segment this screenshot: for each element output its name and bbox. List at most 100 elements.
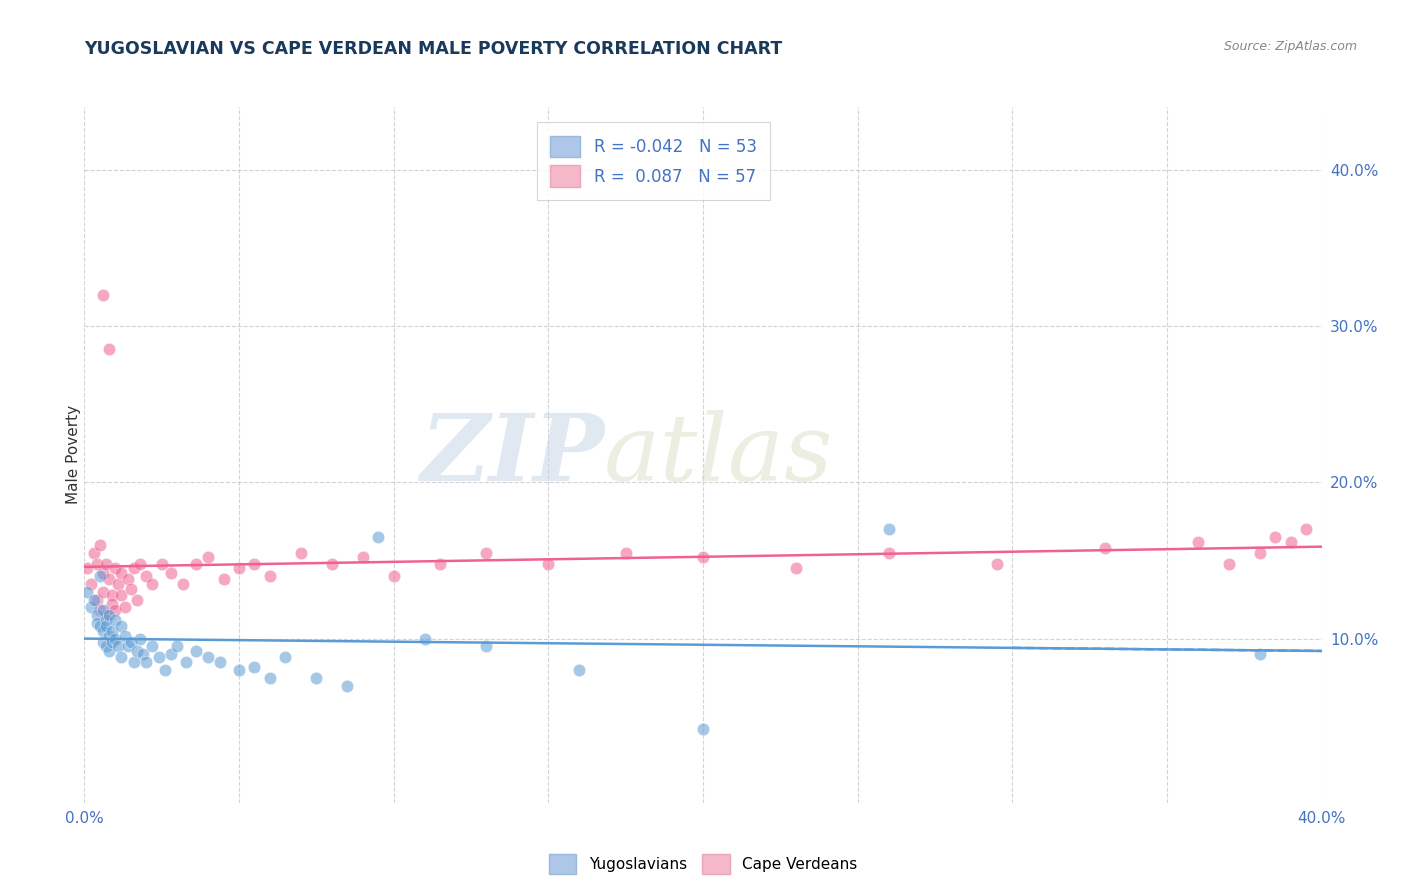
Point (117, 572, 139, 586)
Point (98, 608, 121, 623)
Text: ZIP: ZIP (420, 410, 605, 500)
Point (166, 640, 188, 654)
Point (184, 644, 207, 658)
Point (429, 557, 451, 571)
Point (79, 577, 101, 591)
Point (614, 546, 637, 560)
Point (94, 640, 117, 654)
Point (785, 561, 807, 575)
Point (110, 619, 132, 633)
Point (148, 650, 170, 665)
Point (1094, 541, 1116, 555)
Point (243, 557, 266, 571)
Point (1264, 530, 1286, 544)
Point (305, 671, 328, 685)
Point (86, 557, 108, 571)
Point (104, 603, 127, 617)
Point (290, 546, 312, 560)
Point (86, 608, 108, 623)
Point (91, 603, 114, 617)
Point (986, 557, 1008, 571)
Point (107, 577, 129, 591)
Legend: R = -0.042   N = 53, R =  0.087   N = 57: R = -0.042 N = 53, R = 0.087 N = 57 (537, 122, 770, 200)
Point (367, 530, 389, 544)
Point (197, 550, 219, 565)
Point (1249, 546, 1271, 560)
Point (1279, 534, 1302, 549)
Point (101, 634, 124, 648)
Point (98, 572, 121, 586)
Text: Source: ZipAtlas.com: Source: ZipAtlas.com (1223, 40, 1357, 54)
Point (150, 557, 173, 571)
Point (176, 655, 198, 669)
Point (101, 624, 124, 638)
Point (122, 561, 145, 575)
Point (321, 557, 343, 571)
Point (91, 566, 114, 580)
Point (110, 650, 132, 665)
Point (98, 343, 121, 357)
Point (89, 603, 111, 617)
Point (120, 582, 142, 596)
Point (1187, 534, 1209, 549)
Point (197, 650, 219, 665)
Point (98, 628, 121, 642)
Point (243, 660, 266, 674)
Point (107, 640, 129, 654)
Point (1295, 522, 1317, 536)
Point (382, 569, 405, 583)
Point (104, 632, 127, 646)
Point (117, 640, 139, 654)
Point (475, 640, 498, 654)
Point (98, 644, 121, 658)
Point (135, 569, 157, 583)
Point (184, 557, 207, 571)
Point (537, 557, 560, 571)
Point (94, 557, 117, 571)
Point (86, 592, 108, 607)
Point (83, 592, 105, 607)
Point (76, 584, 98, 599)
Point (228, 663, 250, 677)
Point (336, 679, 359, 693)
Point (83, 546, 105, 560)
Point (141, 640, 163, 654)
Point (91, 584, 114, 599)
Point (89, 569, 111, 583)
Point (86, 615, 108, 630)
Point (125, 644, 148, 658)
Point (209, 655, 232, 669)
Point (568, 663, 591, 677)
Point (94, 619, 117, 633)
Point (76, 561, 98, 575)
Point (129, 557, 152, 571)
Point (122, 655, 145, 669)
Point (125, 592, 148, 607)
Point (114, 600, 136, 615)
Point (91, 287, 114, 301)
Legend: Yugoslavians, Cape Verdeans: Yugoslavians, Cape Verdeans (543, 848, 863, 880)
Point (132, 647, 155, 661)
Point (692, 550, 714, 565)
Point (110, 566, 132, 580)
Point (135, 655, 157, 669)
Point (160, 566, 183, 580)
Point (172, 577, 194, 591)
Point (89, 619, 111, 633)
Point (79, 600, 101, 615)
Y-axis label: Male Poverty: Male Poverty (66, 405, 80, 505)
Point (114, 628, 136, 642)
Point (228, 561, 250, 575)
Point (1249, 647, 1271, 661)
Point (110, 588, 132, 602)
Point (692, 723, 714, 737)
Point (89, 538, 111, 552)
Point (877, 522, 900, 536)
Point (160, 647, 183, 661)
Point (259, 569, 281, 583)
Point (141, 577, 163, 591)
Point (104, 613, 127, 627)
Point (91, 634, 114, 648)
Point (104, 561, 127, 575)
Point (475, 546, 498, 560)
